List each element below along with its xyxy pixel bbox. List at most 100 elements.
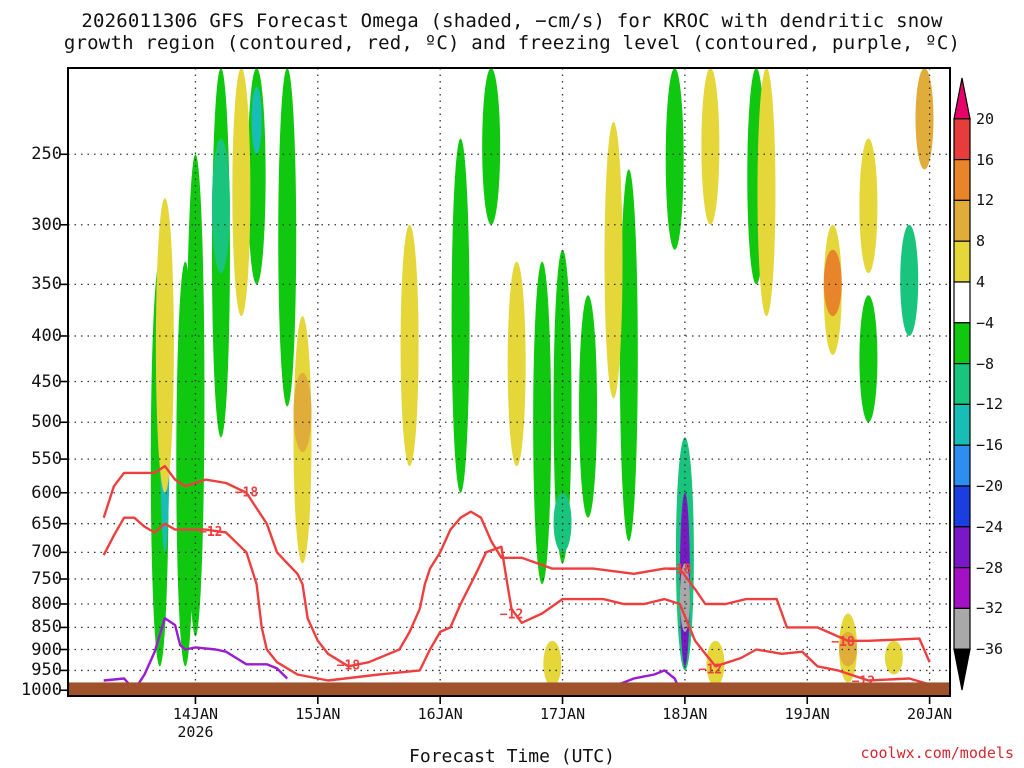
omega-region [619, 169, 638, 542]
colorbar-swatch [953, 199, 971, 242]
x-tick-label: 19JAN [784, 705, 830, 723]
colorbar [953, 77, 971, 691]
contour-label: −18 [668, 563, 692, 578]
colorbar-swatch [953, 281, 971, 324]
chart-title-line2: growth region (contoured, red, ºC) and f… [63, 32, 961, 54]
colorbar-label: −16 [976, 436, 1004, 455]
x-tick-sublabel: 2026 [177, 723, 214, 741]
x-tick-label: 20JAN [907, 705, 953, 723]
omega-region [757, 68, 776, 317]
colorbar-label: −28 [976, 558, 1004, 577]
site-credit: coolwx.com/models [860, 744, 1014, 762]
omega-region [579, 295, 598, 518]
colorbar-label: −8 [976, 354, 995, 373]
y-tick-label: 450 [31, 371, 62, 392]
contour-line [102, 464, 931, 668]
colorbar-label: 16 [976, 150, 995, 169]
omega-region [400, 224, 419, 467]
omega-region [665, 68, 684, 250]
contours: −18−12−18−12−18−12−18−12 [102, 464, 931, 692]
colorbar-bottom-arrow [953, 648, 971, 691]
colorbar-swatch [953, 607, 971, 650]
y-tick-label: 850 [31, 617, 62, 638]
colorbar-label: 12 [976, 191, 995, 210]
y-tick-label: 650 [31, 513, 62, 534]
x-axis-title: Forecast Time (UTC) [409, 746, 615, 767]
colorbar-swatch [953, 403, 971, 446]
contour-label: −18 [831, 635, 855, 650]
colorbar-swatch [953, 159, 971, 202]
omega-region [915, 68, 934, 170]
omega-region [482, 68, 501, 225]
colorbar-swatch [953, 566, 971, 609]
omega-region [155, 198, 174, 493]
colorbar-swatch [953, 322, 971, 365]
omega-region [604, 122, 623, 399]
omega-region [293, 372, 312, 453]
y-tick-label: 550 [31, 449, 62, 470]
y-tick-label: 250 [31, 144, 62, 165]
colorbar-swatch [953, 118, 971, 161]
x-tick-label: 14JAN [172, 705, 219, 723]
y-tick-label: 300 [31, 214, 62, 235]
x-tick-label: 16JAN [417, 705, 463, 723]
omega-region [823, 249, 842, 317]
colorbar-swatch [953, 363, 971, 406]
omega-region [543, 640, 562, 687]
omega-region [706, 640, 725, 687]
contour-line [103, 617, 289, 692]
omega-region [701, 68, 720, 225]
omega-region [232, 68, 251, 317]
y-tick-label: 800 [31, 593, 62, 614]
colorbar-top-arrow [953, 77, 971, 120]
chart-title-line1: 2026011306 GFS Forecast Omega (shaded, −… [81, 10, 943, 32]
omega-region [900, 224, 919, 336]
omega-region [451, 138, 470, 493]
contour-label: −12 [199, 525, 222, 540]
omega-region [507, 261, 526, 467]
contour-label: −12 [699, 662, 722, 677]
omega-region [884, 640, 903, 675]
y-tick-label: 900 [31, 639, 62, 660]
colorbar-label: 20 [976, 109, 995, 128]
contour-line [102, 516, 930, 686]
contour-label: −18 [235, 485, 259, 500]
y-tick-label: 1000 [21, 680, 62, 701]
y-tick-label: 600 [31, 482, 62, 503]
y-tick-label: 400 [31, 325, 62, 346]
colorbar-swatch [953, 240, 971, 283]
omega-region [859, 138, 878, 274]
omega-region [278, 68, 297, 407]
y-tick-label: 950 [31, 660, 62, 681]
omega-region [533, 261, 552, 585]
omega-region [859, 295, 878, 423]
colorbar-label: 4 [976, 273, 986, 291]
colorbar-label: −32 [976, 599, 1004, 618]
colorbar-label: 8 [976, 232, 986, 251]
omega-region [211, 138, 230, 274]
grid [68, 68, 950, 696]
contour-label: −12 [500, 608, 523, 623]
colorbar-swatch [953, 485, 971, 528]
y-tick-label: 500 [31, 412, 62, 433]
omega-region [186, 154, 205, 637]
x-tick-label: 18JAN [662, 705, 708, 723]
colorbar-swatch [953, 444, 971, 487]
x-tick-label: 17JAN [539, 705, 586, 723]
colorbar-label: −20 [976, 477, 1004, 495]
y-tick-label: 350 [31, 274, 62, 295]
colorbar-label: −4 [976, 313, 995, 332]
omega-region [251, 86, 262, 155]
ground-surface [69, 682, 949, 695]
colorbar-label: −36 [976, 640, 1004, 659]
contour-label: −18 [337, 658, 361, 673]
colorbar-swatch [953, 526, 971, 569]
omega-shading [150, 68, 934, 687]
y-tick-label: 750 [31, 569, 62, 590]
omega-region [553, 492, 572, 553]
contour-line [613, 669, 681, 691]
colorbar-label: −12 [976, 395, 1004, 414]
x-tick-label: 15JAN [295, 705, 341, 723]
y-tick-label: 700 [31, 542, 62, 563]
